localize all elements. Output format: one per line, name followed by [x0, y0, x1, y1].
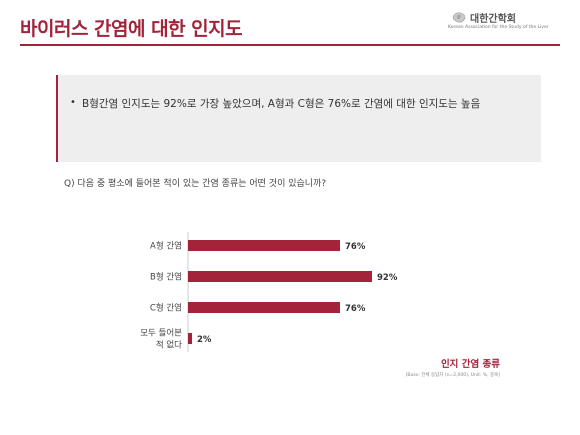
- bullet-point: •: [70, 97, 76, 108]
- category-label: 모두 들어본 적 없다: [140, 328, 182, 351]
- summary-text: B형간염 인지도는 92%로 가장 높았으며, A형과 C형은 76%로 간염에…: [82, 98, 481, 110]
- category-label: C형 간염: [150, 303, 182, 314]
- category-label: A형 간염: [150, 241, 182, 252]
- bar: [188, 240, 340, 251]
- value-label: 2%: [197, 335, 212, 345]
- page-title: 바이러스 간염에 대한 인지도: [20, 18, 243, 40]
- value-label: 76%: [345, 242, 366, 252]
- base-note: [Base: 전체 응답자 (n=2,000), Unit: %, 중복]: [405, 373, 500, 378]
- category-label: B형 간염: [150, 272, 182, 283]
- bar: [188, 271, 372, 282]
- title-divider: [20, 44, 560, 46]
- bar-chart: A형 간염 76% B형 간염 92% C형 간염 76% 모두 들어본 적 없다 2%: [140, 232, 398, 352]
- logo-subtitle: Korean Association for the Study of the …: [448, 25, 549, 30]
- summary-box: • B형간염 인지도는 92%로 가장 높았으며, A형과 C형은 76%로 간…: [56, 75, 541, 162]
- logo-name: 대한간학회: [470, 14, 516, 25]
- value-label: 76%: [345, 304, 366, 314]
- bar: [188, 302, 340, 313]
- survey-question: Q) 다음 중 평소에 들어본 적이 있는 간염 종류는 어떤 것이 있습니까?: [64, 179, 327, 189]
- bar: [188, 333, 192, 344]
- association-logo: 대한간학회 Korean Association for the Study o…: [446, 9, 556, 35]
- liver-logo-icon: [452, 12, 466, 23]
- chart-legend-label: 인지 간염 종류: [440, 359, 500, 370]
- value-label: 92%: [377, 273, 398, 283]
